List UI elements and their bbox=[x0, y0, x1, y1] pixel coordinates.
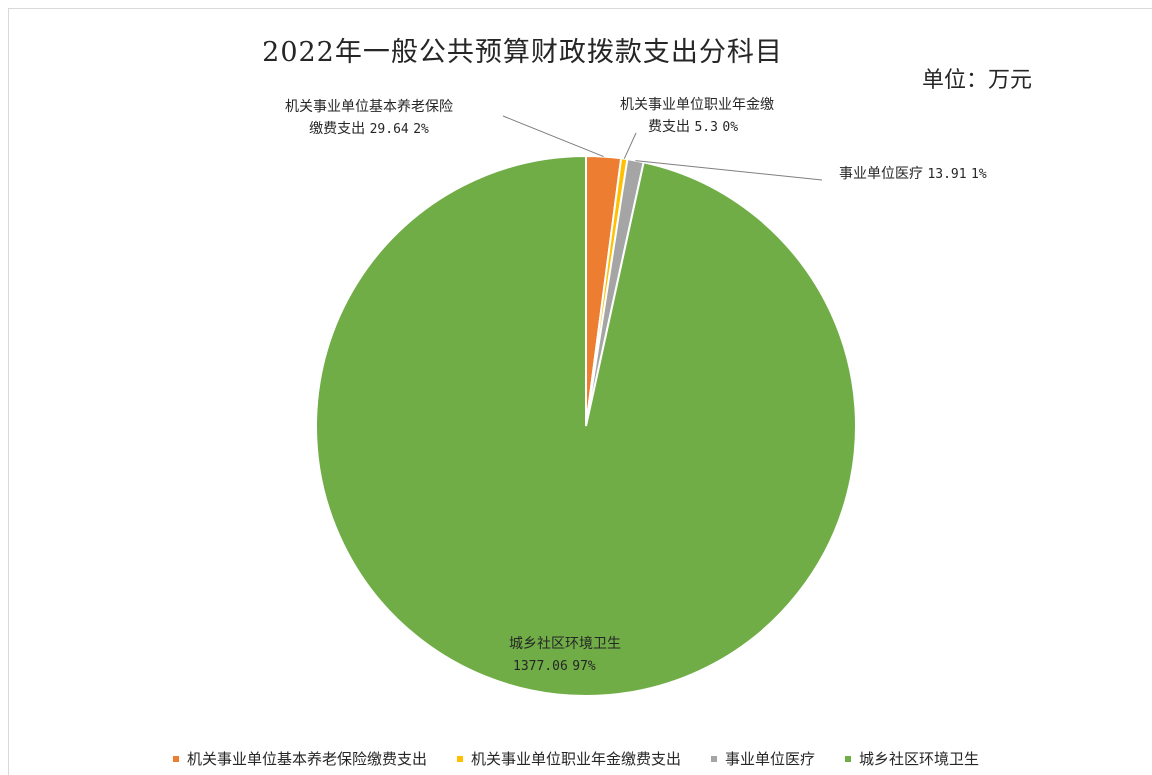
data-label-pension-line1: 机关事业单位基本养老保险 bbox=[285, 99, 453, 115]
data-label-sanitation-line2: 1377.06 97% bbox=[509, 655, 621, 678]
data-label-sanitation-percent: 97% bbox=[572, 659, 596, 674]
data-label-pension: 机关事业单位基本养老保险 缴费支出 29.64 2% bbox=[285, 96, 453, 141]
data-label-annuity-name: 费支出 bbox=[648, 119, 690, 135]
data-label-pension-line2: 缴费支出 29.64 2% bbox=[285, 118, 453, 141]
data-label-medical-value: 13.91 bbox=[927, 167, 967, 182]
data-label-pension-value: 29.64 bbox=[369, 122, 409, 137]
legend-item-sanitation[interactable]: 城乡社区环境卫生 bbox=[845, 748, 979, 769]
legend-label-sanitation: 城乡社区环境卫生 bbox=[859, 750, 980, 768]
data-label-annuity: 机关事业单位职业年金缴 费支出 5.3 0% bbox=[620, 94, 774, 139]
legend-swatch-medical bbox=[711, 755, 717, 762]
data-label-medical-percent: 1% bbox=[971, 167, 987, 182]
data-label-annuity-value: 5.3 bbox=[694, 120, 718, 135]
data-label-annuity-line2: 费支出 5.3 0% bbox=[620, 116, 774, 139]
chart-frame bbox=[8, 8, 1152, 775]
legend-swatch-sanitation bbox=[845, 755, 852, 762]
legend-label-medical: 事业单位医疗 bbox=[725, 750, 816, 768]
leader-line-pension bbox=[502, 115, 604, 158]
data-label-sanitation-name: 城乡社区环境卫生 bbox=[509, 636, 621, 652]
unit-label: 单位：万元 bbox=[922, 68, 1033, 93]
legend-label-annuity: 机关事业单位职业年金缴费支出 bbox=[470, 750, 681, 768]
pie-slice-sanitation[interactable] bbox=[315, 154, 857, 697]
chart-title: 2022年一般公共预算财政拨款支出分科目 bbox=[262, 37, 783, 68]
data-label-pension-percent: 2% bbox=[413, 122, 429, 137]
leader-line-annuity bbox=[623, 132, 637, 159]
data-label-sanitation-value: 1377.06 bbox=[513, 659, 568, 674]
legend-label-pension: 机关事业单位基本养老保险缴费支出 bbox=[186, 750, 427, 768]
leader-line-medical bbox=[635, 160, 823, 181]
legend-item-medical[interactable]: 事业单位医疗 bbox=[711, 748, 815, 769]
legend-item-annuity[interactable]: 机关事业单位职业年金缴费支出 bbox=[456, 748, 681, 769]
legend-item-pension[interactable]: 机关事业单位基本养老保险缴费支出 bbox=[172, 748, 427, 769]
legend-swatch-annuity bbox=[456, 755, 463, 762]
data-label-medical-name: 事业单位医疗 bbox=[839, 166, 923, 182]
data-label-medical: 事业单位医疗 13.91 1% bbox=[839, 163, 987, 186]
legend-swatch-pension bbox=[172, 755, 179, 762]
legend: 机关事业单位基本养老保险缴费支出 机关事业单位职业年金缴费支出 事业单位医疗 城… bbox=[0, 748, 1152, 769]
data-label-annuity-line1: 机关事业单位职业年金缴 bbox=[620, 97, 774, 113]
data-label-sanitation: 城乡社区环境卫生 1377.06 97% bbox=[509, 633, 621, 678]
data-label-annuity-percent: 0% bbox=[722, 120, 739, 135]
data-label-pension-name: 缴费支出 bbox=[309, 121, 366, 137]
